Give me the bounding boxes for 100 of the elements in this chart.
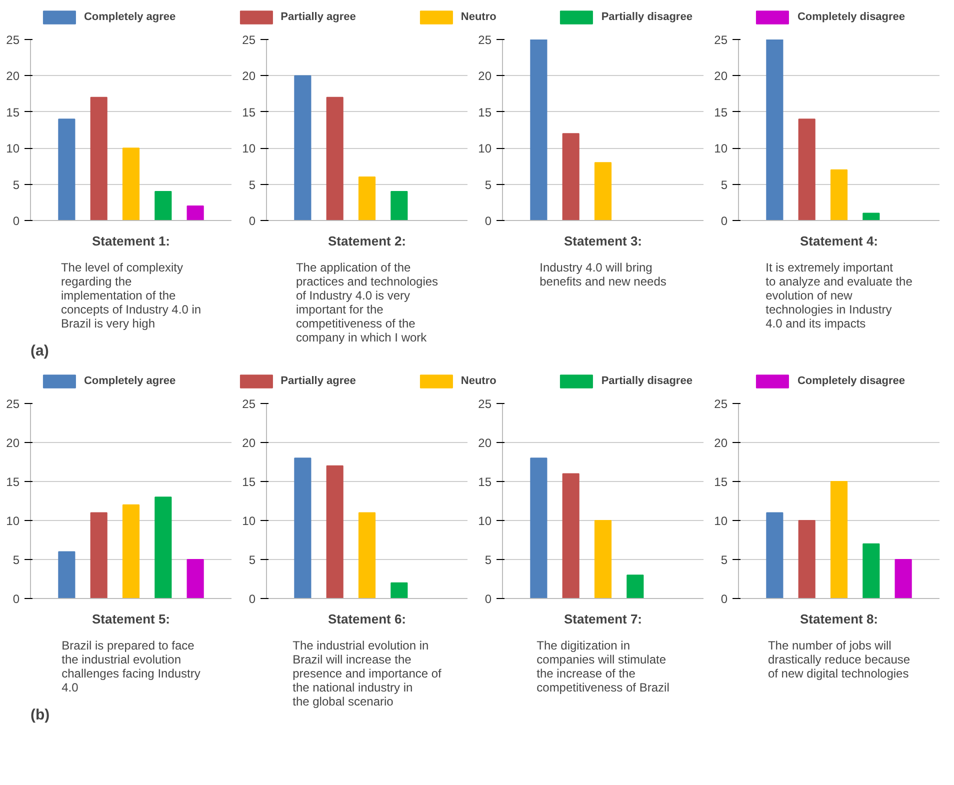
y-tick-label: 25 xyxy=(478,33,492,47)
y-tick-label: 15 xyxy=(714,105,728,120)
y-tick-label: 0 xyxy=(720,214,728,228)
y-tick-label: 20 xyxy=(6,69,20,84)
text: Statement 3: xyxy=(564,234,642,248)
y-tick-label: 10 xyxy=(714,514,728,528)
bar xyxy=(862,212,880,220)
bar xyxy=(530,40,548,220)
text: The level of complexity regarding the implementation of the concepts of Industry 4.0 in Brazil is very high xyxy=(60,260,202,330)
y-tick-label: 0 xyxy=(484,214,492,228)
y-tick-label: 15 xyxy=(478,105,492,120)
y-tick-label: 5 xyxy=(248,178,256,192)
legend-label: Partially disagree xyxy=(601,375,692,387)
bar xyxy=(530,458,548,598)
bar xyxy=(186,559,204,598)
y-tick-label: 25 xyxy=(242,397,256,411)
bar xyxy=(390,191,408,220)
y-tick-label: 5 xyxy=(484,178,492,192)
bar xyxy=(326,96,344,220)
y-tick-label: 10 xyxy=(478,142,492,156)
y-tick-label: 0 xyxy=(248,592,256,606)
text: Statement 5: xyxy=(92,612,170,626)
y-tick-label: 20 xyxy=(242,436,256,450)
text: The digitization in companies will stimulate the increase of the competitiveness of Brazil xyxy=(536,638,670,694)
y-tick-label: 25 xyxy=(6,397,20,411)
y-tick-label: 25 xyxy=(242,33,256,47)
y-tick-label: 0 xyxy=(248,214,256,228)
legend-label: Partially agree xyxy=(280,375,356,387)
legend-label: Neutro xyxy=(460,375,496,387)
bar xyxy=(294,75,312,220)
y-tick-label: 25 xyxy=(478,397,492,411)
y-tick-label: 0 xyxy=(720,592,728,606)
bar xyxy=(798,118,816,220)
bar xyxy=(594,520,612,598)
y-tick-label: 15 xyxy=(714,475,728,489)
y-tick-label: 25 xyxy=(6,33,20,47)
y-tick-label: 20 xyxy=(714,436,728,450)
bar xyxy=(58,551,76,598)
bar xyxy=(90,96,108,220)
legend-label: Partially agree xyxy=(280,11,356,23)
bar xyxy=(830,481,848,598)
y-tick-label: 20 xyxy=(242,69,256,84)
bar xyxy=(626,574,644,598)
bar xyxy=(122,504,140,598)
y-tick-label: 25 xyxy=(714,33,728,47)
y-tick-label: 5 xyxy=(12,178,20,192)
bar xyxy=(562,133,580,220)
bar xyxy=(186,206,204,220)
bar xyxy=(562,473,580,598)
text: (b) xyxy=(30,706,50,724)
y-tick-label: 0 xyxy=(12,214,20,228)
bar xyxy=(90,512,108,598)
text: Industry 4.0 will bring benefits and new needs xyxy=(540,260,666,288)
text: Statement 2: xyxy=(328,234,406,248)
y-tick-label: 5 xyxy=(720,553,728,567)
text: Statement 6: xyxy=(328,612,406,626)
legend-label: Completely disagree xyxy=(797,11,906,23)
text: Brazil is prepared to face the industrial evolution challenges facing Industry 4.0 xyxy=(62,638,200,694)
bar xyxy=(154,191,172,220)
bar xyxy=(326,465,344,598)
bar xyxy=(358,512,376,598)
y-tick-label: 10 xyxy=(478,514,492,528)
text: It is extremely important to analyze and evaluate the evolution of new technologies in Industry 4.0 and its impacts xyxy=(766,260,913,330)
bar xyxy=(58,118,76,220)
bar xyxy=(390,582,408,598)
legend-label: Completely disagree xyxy=(797,375,906,387)
text: The industrial evolution in Brazil will increase the presence and importance of the national industry in the global scenario xyxy=(292,638,442,708)
y-tick-label: 10 xyxy=(242,514,256,528)
text: Statement 4: xyxy=(800,234,878,248)
y-tick-label: 15 xyxy=(242,105,256,120)
text: Statement 8: xyxy=(800,612,878,626)
bar xyxy=(358,176,376,220)
y-tick-label: 20 xyxy=(478,69,492,84)
y-tick-label: 10 xyxy=(242,142,256,156)
bar xyxy=(894,559,912,598)
y-tick-label: 25 xyxy=(714,397,728,411)
y-tick-label: 15 xyxy=(6,475,20,489)
bar xyxy=(154,496,172,598)
y-tick-label: 15 xyxy=(6,105,20,120)
text: Statement 7: xyxy=(564,612,642,626)
y-tick-label: 5 xyxy=(12,553,20,567)
y-tick-label: 5 xyxy=(484,553,492,567)
bar xyxy=(594,162,612,220)
y-tick-label: 20 xyxy=(714,69,728,84)
legend-label: Completely agree xyxy=(84,11,176,23)
text: Statement 1: xyxy=(92,234,170,248)
legend-label: Completely agree xyxy=(84,375,176,387)
y-tick-label: 10 xyxy=(714,142,728,156)
y-tick-label: 15 xyxy=(242,475,256,489)
y-tick-label: 0 xyxy=(484,592,492,606)
text: The number of jobs will drastically reduce because of new digital technologies xyxy=(768,638,910,680)
bar xyxy=(122,148,140,220)
y-tick-label: 10 xyxy=(6,514,20,528)
bar xyxy=(830,169,848,220)
bar xyxy=(766,40,784,220)
y-tick-label: 0 xyxy=(12,592,20,606)
text: (a) xyxy=(30,342,49,360)
y-tick-label: 10 xyxy=(6,142,20,156)
bar xyxy=(862,543,880,598)
bar xyxy=(798,520,816,598)
